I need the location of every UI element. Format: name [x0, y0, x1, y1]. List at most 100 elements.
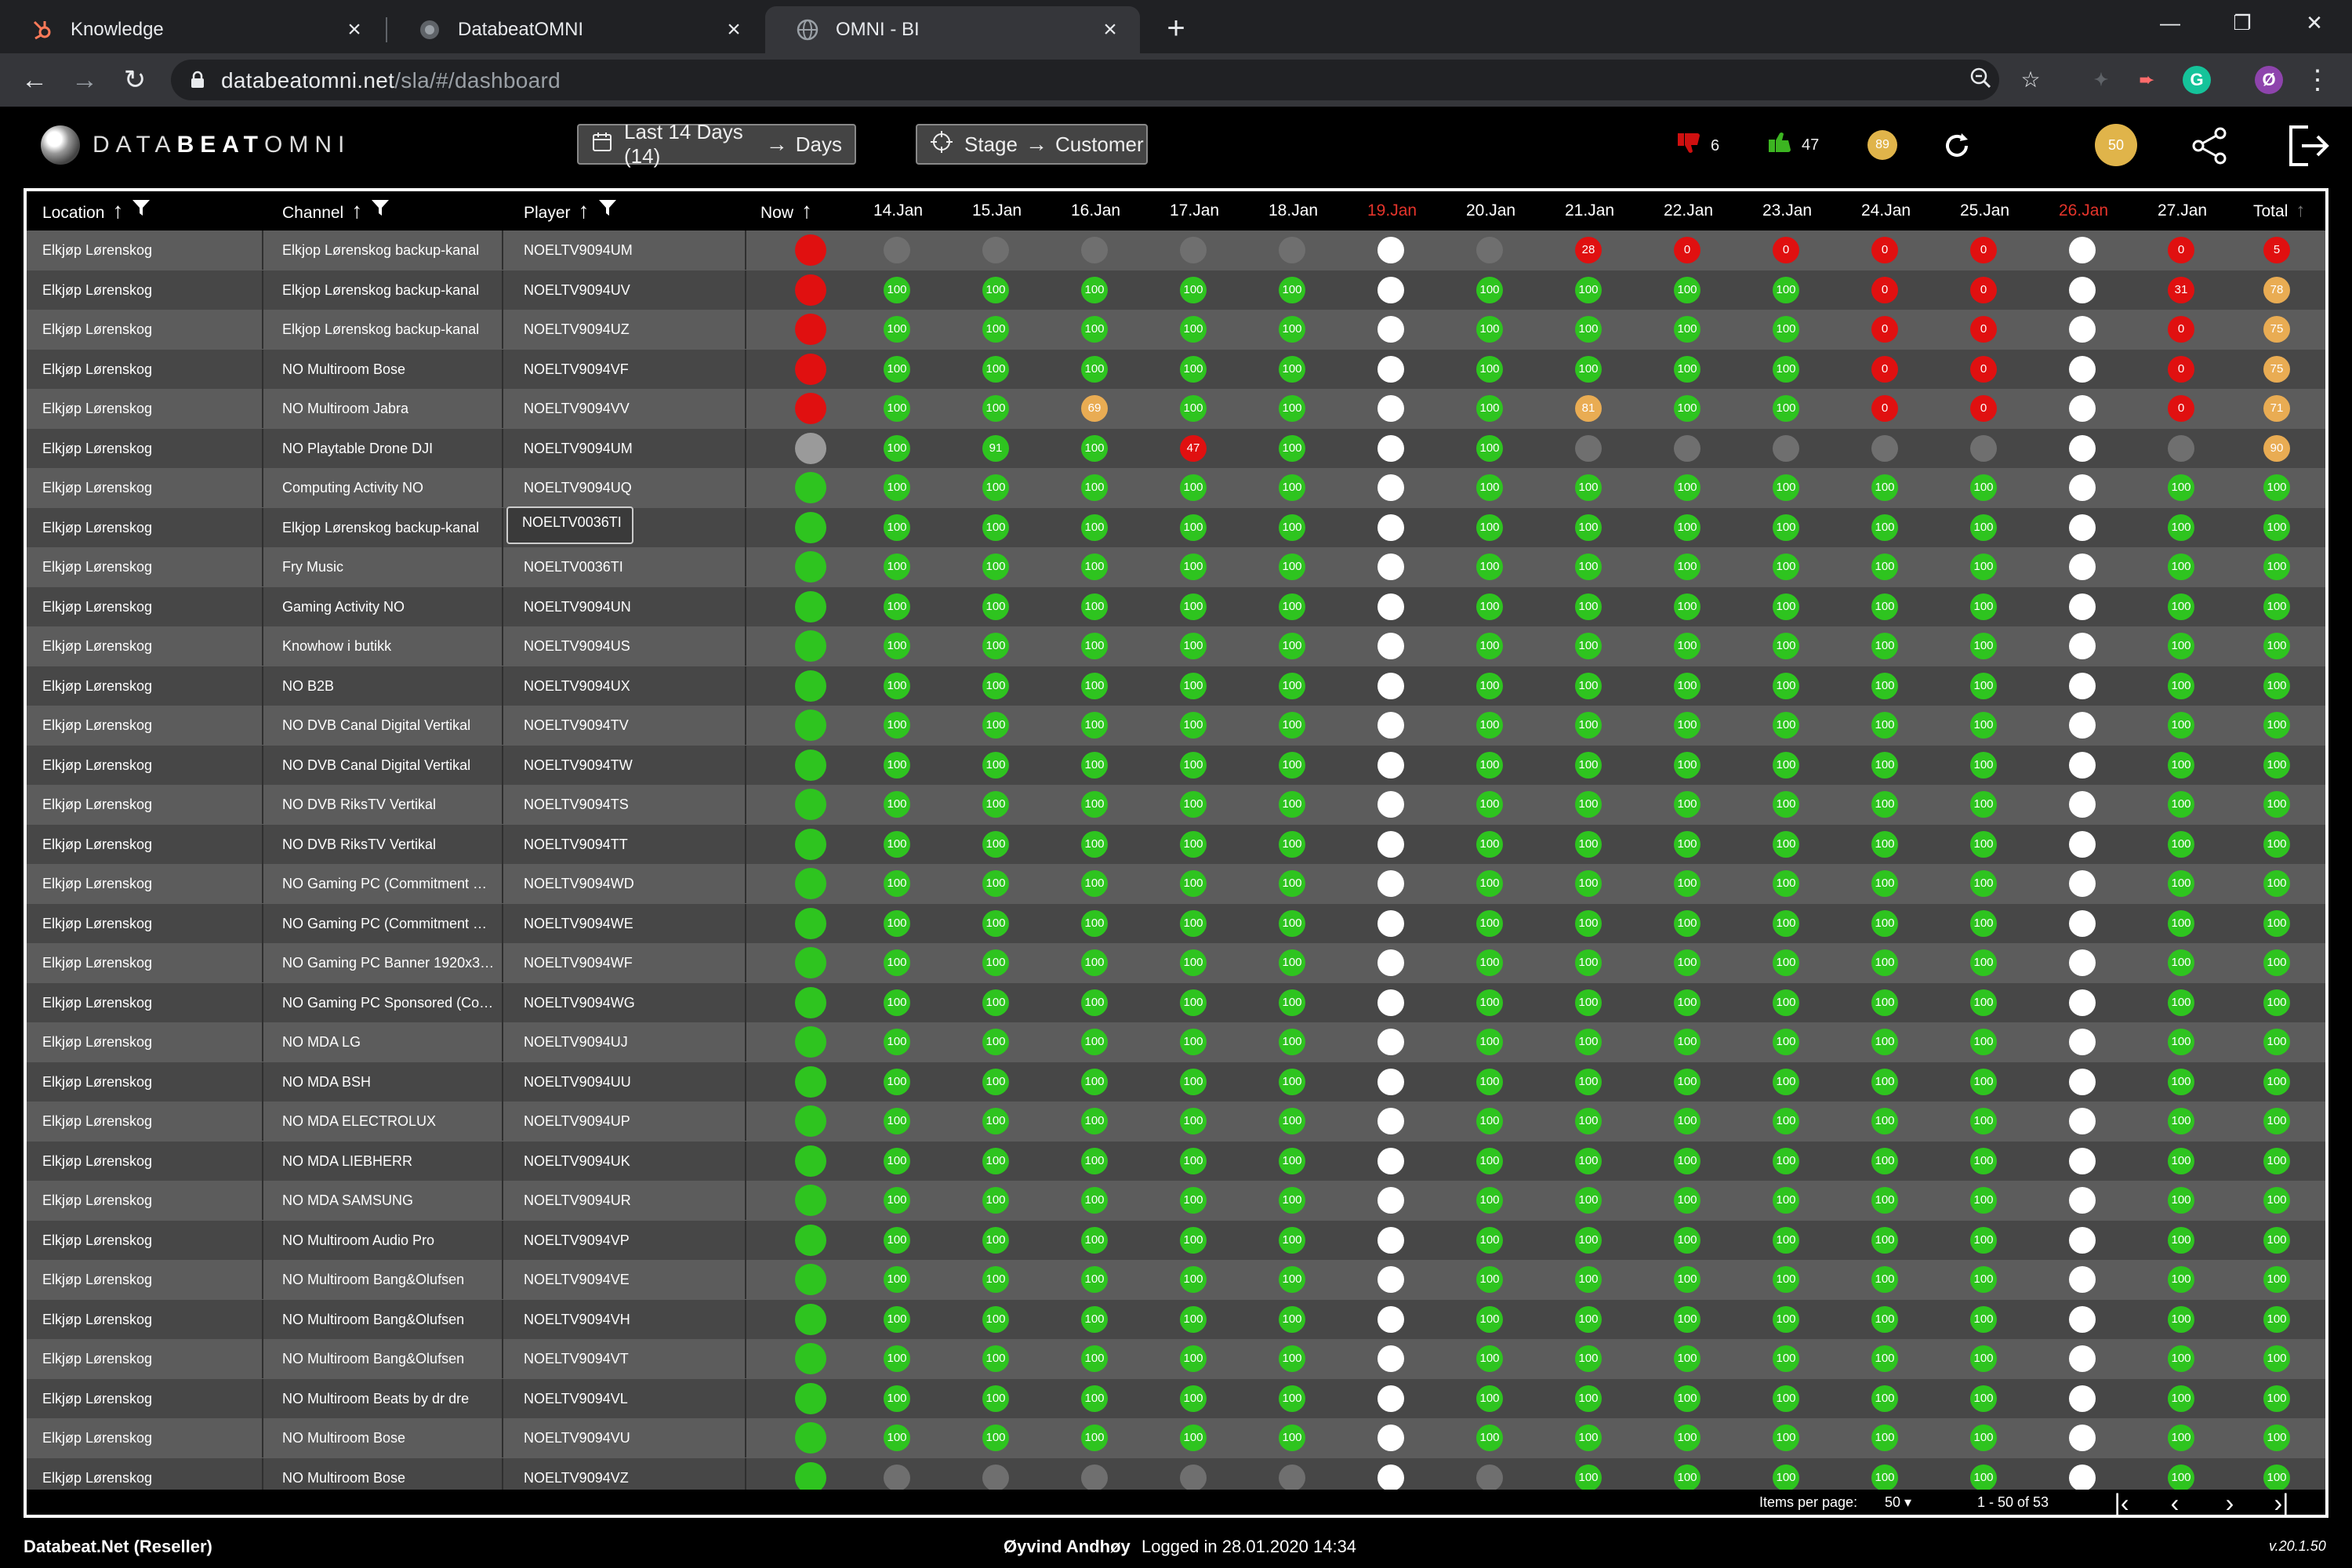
sla-score-badge[interactable]: [2168, 434, 2194, 462]
sla-score-badge[interactable]: [1773, 434, 1799, 462]
sla-score-badge[interactable]: 100: [1279, 276, 1305, 303]
sla-score-badge[interactable]: 100: [1674, 830, 1700, 858]
sla-score-badge[interactable]: 100: [982, 1029, 1009, 1055]
status-now-dot[interactable]: [795, 986, 826, 1018]
sla-score-badge[interactable]: 100: [2263, 830, 2290, 858]
sla-score-badge[interactable]: 100: [884, 1305, 910, 1333]
sla-score-badge[interactable]: 100: [2168, 1464, 2194, 1490]
sla-score-badge[interactable]: 100: [1871, 1029, 1898, 1055]
sla-score-badge[interactable]: [2069, 1266, 2096, 1293]
sla-score-badge[interactable]: 100: [2168, 474, 2194, 501]
sla-score-badge[interactable]: 100: [982, 1226, 1009, 1254]
sla-score-badge[interactable]: 100: [1575, 355, 1602, 383]
sla-score-badge[interactable]: 100: [884, 751, 910, 779]
sla-score-badge[interactable]: 100: [982, 1108, 1009, 1134]
sla-score-badge[interactable]: 100: [1476, 1147, 1503, 1174]
status-now-dot[interactable]: [795, 1065, 826, 1098]
sla-score-badge[interactable]: 100: [1279, 1345, 1305, 1372]
sla-score-badge[interactable]: [2069, 554, 2096, 580]
sla-score-badge[interactable]: 0: [1871, 395, 1898, 422]
sla-score-badge[interactable]: 100: [982, 1187, 1009, 1214]
sla-score-badge[interactable]: 100: [1476, 633, 1503, 659]
sla-score-badge[interactable]: 100: [1180, 1345, 1207, 1372]
column-header-player[interactable]: Player ↑: [524, 191, 618, 230]
sla-score-badge[interactable]: [1377, 237, 1404, 263]
sla-score-badge[interactable]: 100: [2263, 751, 2290, 779]
sla-score-badge[interactable]: [1575, 434, 1602, 462]
sla-score-badge[interactable]: 100: [1575, 751, 1602, 779]
bookmark-star-icon[interactable]: ☆: [2020, 67, 2041, 92]
sla-score-badge[interactable]: 100: [982, 1147, 1009, 1174]
sla-score-badge[interactable]: 100: [1279, 593, 1305, 620]
sla-score-badge[interactable]: 100: [2168, 712, 2194, 739]
sla-score-badge[interactable]: 100: [1081, 633, 1108, 659]
sla-score-badge[interactable]: 100: [1575, 791, 1602, 818]
sla-score-badge[interactable]: 100: [1575, 554, 1602, 580]
thumbs-up-stat[interactable]: 47: [1767, 130, 1819, 160]
table-row[interactable]: Elkjøp Lørenskog NO Gaming PC Banner 1920…: [27, 943, 2325, 983]
sla-score-badge[interactable]: 100: [884, 870, 910, 897]
sla-score-badge[interactable]: 100: [1279, 989, 1305, 1016]
sla-score-badge[interactable]: 100: [1081, 989, 1108, 1016]
sla-score-badge[interactable]: 100: [1970, 1266, 1997, 1293]
sla-score-badge[interactable]: 0: [2168, 316, 2194, 343]
sla-score-badge[interactable]: 100: [1674, 870, 1700, 897]
sla-score-badge[interactable]: 100: [1575, 1147, 1602, 1174]
sla-score-badge[interactable]: 100: [1575, 989, 1602, 1016]
sla-score-badge[interactable]: 100: [1081, 1029, 1108, 1055]
sla-score-badge[interactable]: 100: [1476, 1305, 1503, 1333]
status-now-dot[interactable]: [795, 789, 826, 820]
sla-score-badge[interactable]: 100: [1081, 1305, 1108, 1333]
sla-score-badge[interactable]: 100: [1674, 1425, 1700, 1451]
sla-score-badge[interactable]: 100: [1476, 870, 1503, 897]
sla-score-badge[interactable]: 100: [1081, 434, 1108, 462]
sla-score-badge[interactable]: 100: [1575, 830, 1602, 858]
sla-score-badge[interactable]: 100: [1081, 1068, 1108, 1095]
sla-score-badge[interactable]: 100: [1476, 1226, 1503, 1254]
sla-score-badge[interactable]: 0: [1970, 276, 1997, 303]
sla-score-badge[interactable]: 100: [884, 1266, 910, 1293]
sla-score-badge[interactable]: 100: [1476, 316, 1503, 343]
sla-score-badge[interactable]: 100: [1575, 474, 1602, 501]
sla-score-badge[interactable]: 0: [1773, 237, 1799, 263]
sla-score-badge[interactable]: 100: [2263, 474, 2290, 501]
sla-score-badge[interactable]: 100: [1970, 1385, 1997, 1412]
sla-score-badge[interactable]: 81: [1575, 395, 1602, 422]
sla-score-badge[interactable]: 100: [1773, 1305, 1799, 1333]
sla-score-badge[interactable]: 100: [1180, 791, 1207, 818]
player-cell[interactable]: NOELTV9094VV: [524, 401, 630, 416]
sla-score-badge[interactable]: 100: [982, 1305, 1009, 1333]
sla-score-badge[interactable]: 0: [1871, 237, 1898, 263]
logout-icon[interactable]: [2286, 122, 2333, 169]
sla-score-badge[interactable]: 100: [1279, 830, 1305, 858]
sla-score-badge[interactable]: [1377, 1187, 1404, 1214]
player-cell[interactable]: NOELTV9094US: [524, 638, 630, 654]
sla-score-badge[interactable]: 100: [1575, 1464, 1602, 1490]
sla-score-badge[interactable]: 100: [1970, 554, 1997, 580]
player-cell[interactable]: NOELTV9094WD: [524, 876, 634, 891]
sla-score-badge[interactable]: 100: [1180, 830, 1207, 858]
sla-score-badge[interactable]: 100: [2168, 1305, 2194, 1333]
sla-score-badge[interactable]: 100: [1575, 1305, 1602, 1333]
sla-score-badge[interactable]: 100: [1674, 276, 1700, 303]
sla-score-badge[interactable]: 100: [1575, 712, 1602, 739]
sla-score-badge[interactable]: 100: [1279, 1108, 1305, 1134]
sla-score-badge[interactable]: 100: [884, 474, 910, 501]
sla-score-badge[interactable]: 100: [1279, 633, 1305, 659]
sla-score-badge[interactable]: 100: [1081, 1266, 1108, 1293]
sla-score-badge[interactable]: 100: [1871, 830, 1898, 858]
sla-score-badge[interactable]: 100: [1279, 434, 1305, 462]
new-tab-button[interactable]: +: [1167, 11, 1185, 45]
sla-score-badge[interactable]: 100: [2263, 712, 2290, 739]
column-header-channel[interactable]: Channel ↑: [282, 191, 390, 230]
sla-score-badge[interactable]: 100: [1575, 1425, 1602, 1451]
player-cell[interactable]: NOELTV9094UR: [524, 1192, 631, 1208]
sla-score-badge[interactable]: 90: [2263, 434, 2290, 462]
sla-score-badge[interactable]: [2069, 474, 2096, 501]
table-row[interactable]: Elkjøp Lørenskog Elkjop Lørenskog backup-…: [27, 230, 2325, 270]
sla-score-badge[interactable]: 100: [1081, 554, 1108, 580]
sla-score-badge[interactable]: 100: [1773, 989, 1799, 1016]
status-now-dot[interactable]: [795, 1224, 826, 1256]
sla-score-badge[interactable]: 100: [1773, 870, 1799, 897]
sla-score-badge[interactable]: 100: [1773, 474, 1799, 501]
